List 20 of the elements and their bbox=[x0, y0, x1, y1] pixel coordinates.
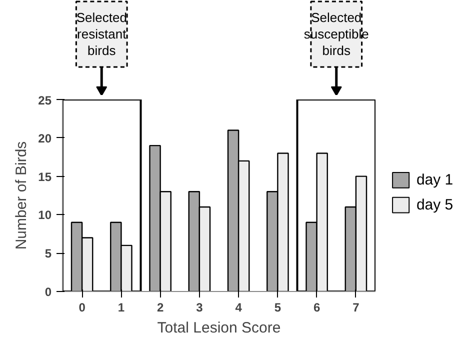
y-tick-label: 20 bbox=[38, 131, 52, 146]
x-tick-label: 4 bbox=[235, 300, 242, 314]
x-tick-label: 2 bbox=[156, 300, 164, 314]
x-tick-label: 1 bbox=[118, 300, 125, 314]
y-tick-label: 25 bbox=[38, 94, 52, 108]
y-tick-label: 5 bbox=[44, 246, 52, 261]
x-tick-label: 5 bbox=[274, 300, 282, 314]
legend-label: day 1 bbox=[416, 172, 454, 189]
x-tick-label: 6 bbox=[313, 300, 320, 314]
y-tick-label: 0 bbox=[44, 285, 52, 299]
y-axis-title: Number of Birds bbox=[13, 141, 30, 250]
legend-label: day 5 bbox=[416, 196, 454, 214]
y-tick-label: 10 bbox=[38, 208, 52, 222]
x-axis-title: Total Lesion Score bbox=[157, 320, 281, 336]
y-tick-label: 15 bbox=[38, 170, 52, 184]
x-tick-label: 3 bbox=[196, 300, 204, 314]
x-tick-label: 0 bbox=[78, 300, 86, 314]
text: Selected susceptible birds bbox=[304, 10, 369, 58]
text: Selected resistant birds bbox=[76, 10, 127, 58]
x-tick-label: 7 bbox=[352, 300, 360, 314]
